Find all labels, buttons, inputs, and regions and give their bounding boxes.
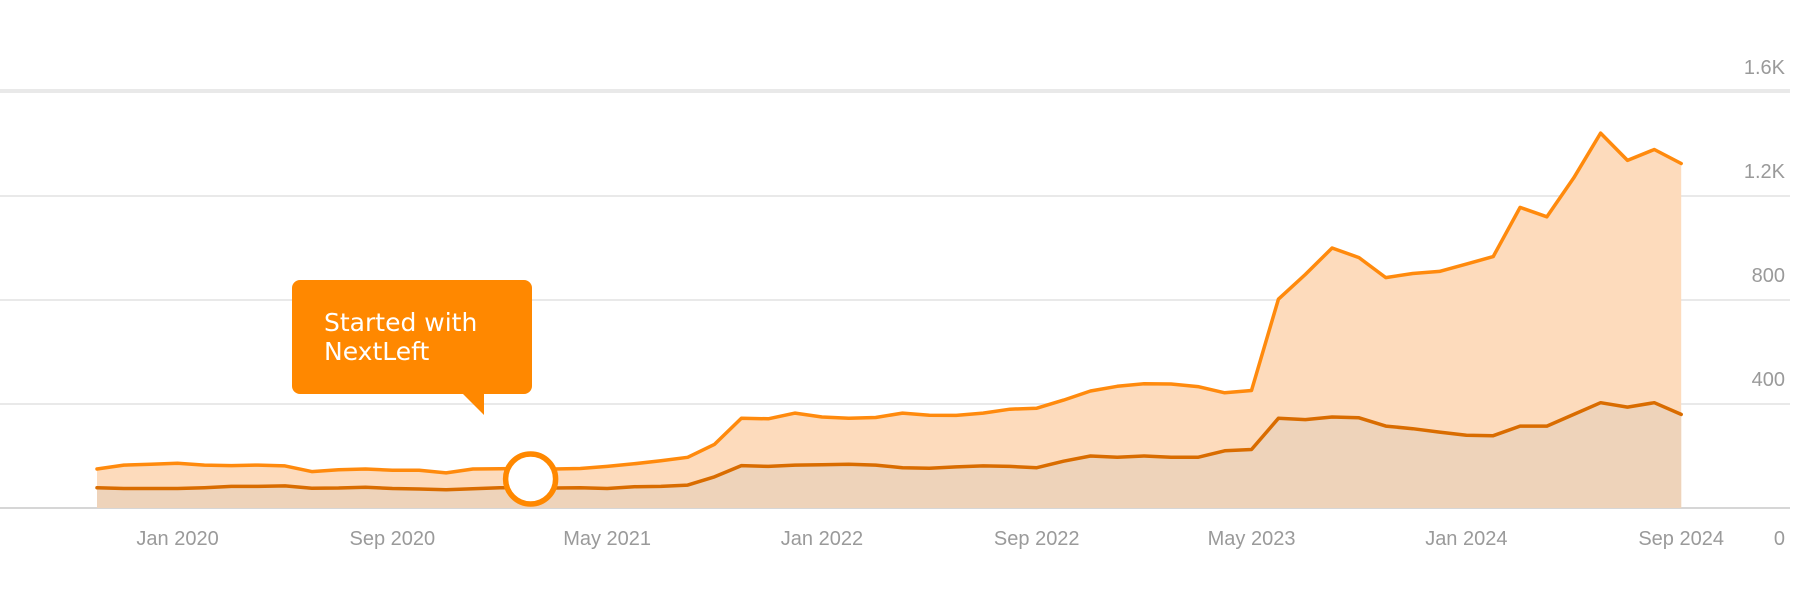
series-line-2 <box>95 400 1683 492</box>
y-tick-label: 1.2K <box>1744 161 1786 183</box>
series-areas <box>97 133 1682 508</box>
x-tick-label: Jan 2022 <box>781 528 863 550</box>
annotation-line-1: Started with <box>324 308 478 337</box>
x-tick-label: May 2023 <box>1208 528 1296 550</box>
x-tick-label: Sep 2024 <box>1638 528 1724 550</box>
series-area-1 <box>97 133 1682 508</box>
x-tick-label: Jan 2020 <box>136 528 218 550</box>
y-axis-tick-labels: 0 400 800 1.2K 1.6K <box>1744 57 1786 550</box>
series-line-1 <box>95 131 1683 475</box>
annotation-line-2: NextLeft <box>324 337 430 366</box>
annotation-pointer <box>462 393 484 415</box>
x-tick-label: Jan 2024 <box>1425 528 1507 550</box>
x-axis-tick-labels: Jan 2020 Sep 2020 May 2021 Jan 2022 Sep 2022… <box>136 528 1724 550</box>
x-tick-label: Sep 2020 <box>350 528 436 550</box>
series-area-2 <box>97 402 1682 508</box>
annotation-marker <box>502 451 559 507</box>
x-tick-label: Sep 2022 <box>994 528 1080 550</box>
x-tick-label: May 2021 <box>563 528 651 550</box>
y-tick-label: 1.6K <box>1744 57 1786 79</box>
y-tick-label: 800 <box>1752 265 1785 287</box>
series-lines <box>95 131 1683 492</box>
y-tick-label: 0 <box>1774 528 1785 550</box>
y-tick-label: 400 <box>1752 369 1785 391</box>
annotation-marker-layer <box>502 451 559 507</box>
annotation-callout: Started with NextLeft <box>292 280 532 394</box>
